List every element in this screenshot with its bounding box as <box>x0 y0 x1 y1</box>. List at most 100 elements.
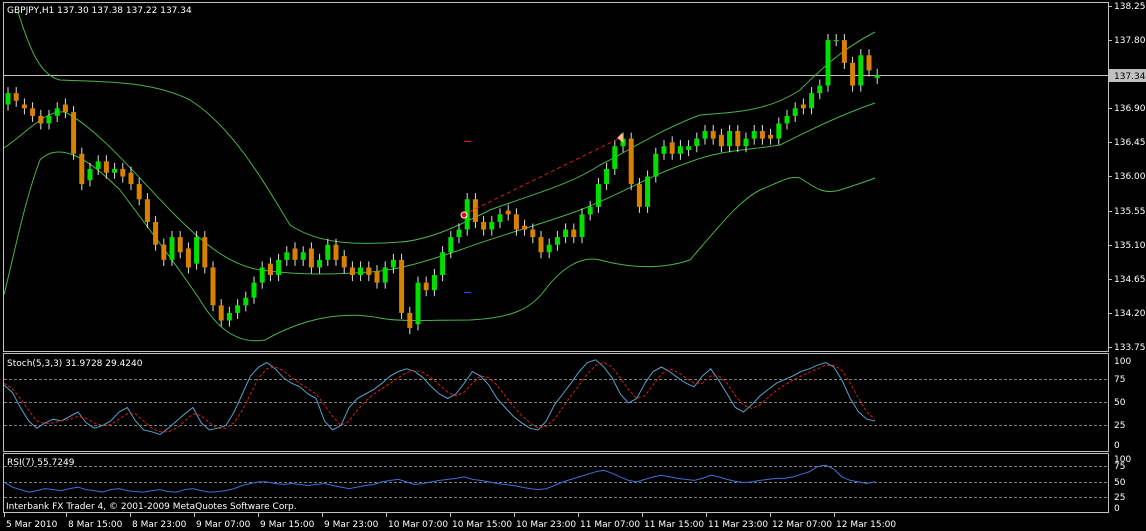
bear-candle <box>522 225 528 230</box>
bear-candle <box>636 184 642 207</box>
bull-candle <box>751 131 757 139</box>
bear-candle <box>530 229 536 238</box>
bear-candle <box>185 248 191 268</box>
bull-candle <box>497 214 503 222</box>
bull-candle <box>809 93 815 109</box>
time-label: 8 Mar 15:00 <box>68 520 123 530</box>
bear-candle <box>718 134 724 147</box>
time-label: 12 Mar 07:00 <box>772 520 832 530</box>
bear-candle <box>267 263 273 276</box>
bear-candle <box>571 229 577 238</box>
price-label-136.90: 136.90 <box>1114 104 1146 114</box>
bull-candle <box>169 237 175 260</box>
bear-candle <box>800 104 806 109</box>
bull-candle <box>653 153 659 177</box>
bull-candle <box>620 138 626 147</box>
trendline[interactable] <box>462 137 621 216</box>
bull-candle <box>226 312 232 321</box>
bull-candle <box>743 138 749 147</box>
bull-candle <box>5 93 11 105</box>
bull-candle <box>415 282 421 325</box>
bear-candle <box>407 312 413 329</box>
bear-candle <box>423 282 429 291</box>
bear-candle <box>866 55 872 71</box>
bear-candle <box>128 172 134 185</box>
time-label: 9 Mar 07:00 <box>196 520 251 530</box>
bollinger-lower-band <box>3 151 876 342</box>
bull-candle <box>825 40 831 86</box>
price-label-138.25: 138.25 <box>1114 2 1146 12</box>
bear-candle <box>21 104 27 109</box>
stoch-level-50: 50 <box>1114 398 1126 408</box>
bear-candle <box>710 131 716 139</box>
current-price-box <box>1109 69 1146 82</box>
stoch-panel-frame <box>3 353 1109 452</box>
stoch-level-75: 75 <box>1114 375 1125 385</box>
bear-candle <box>505 210 511 215</box>
bull-candle <box>817 85 823 94</box>
bear-candle <box>218 305 224 321</box>
time-label: 12 Mar 15:00 <box>836 520 896 530</box>
bear-candle <box>366 267 372 276</box>
bull-candle <box>874 74 880 78</box>
bull-candle <box>259 267 265 283</box>
bear-candle <box>79 153 85 185</box>
bull-candle <box>243 297 249 306</box>
bear-candle <box>513 214 519 230</box>
rsi-level-75: 75 <box>1114 462 1125 472</box>
bull-candle <box>382 267 388 283</box>
bear-candle <box>841 40 847 63</box>
bull-candle <box>612 146 618 169</box>
bear-candle <box>538 237 544 253</box>
bear-candle <box>38 115 44 124</box>
price-label-136.00: 136.00 <box>1114 172 1146 182</box>
bull-candle <box>587 206 593 215</box>
bull-candle <box>390 259 396 268</box>
price-label-135.55: 135.55 <box>1114 207 1146 217</box>
time-label: 11 Mar 23:00 <box>708 520 768 530</box>
bear-candle <box>768 134 774 139</box>
bear-candle <box>13 93 19 101</box>
bull-candle <box>456 229 462 238</box>
bull-candle <box>95 161 101 169</box>
time-label: 10 Mar 07:00 <box>388 520 448 530</box>
bull-candle <box>317 259 323 268</box>
price-label-136.45: 136.45 <box>1114 138 1146 148</box>
bull-candle <box>276 259 282 276</box>
bull-candle <box>694 138 700 147</box>
price-label-135.10: 135.10 <box>1114 241 1146 251</box>
bull-candle <box>546 244 552 253</box>
bear-candle <box>333 244 339 260</box>
bull-candle <box>833 40 839 42</box>
bull-candle <box>440 252 446 276</box>
time-label: 9 Mar 23:00 <box>324 520 379 530</box>
bull-candle <box>54 108 60 116</box>
bull-candle <box>87 168 93 181</box>
bull-candle <box>448 237 454 253</box>
price-label-134.65: 134.65 <box>1114 275 1146 285</box>
stoch-signal-line <box>3 361 876 433</box>
bull-candle <box>112 168 118 173</box>
bear-candle <box>161 244 167 260</box>
bull-candle <box>194 237 200 264</box>
bear-candle <box>481 221 487 230</box>
bull-candle <box>645 176 651 207</box>
bear-candle <box>341 256 347 268</box>
rsi-line <box>3 464 876 493</box>
bull-candle <box>727 131 733 147</box>
trendline-start-marker[interactable] <box>460 211 468 219</box>
time-label: 11 Mar 15:00 <box>644 520 704 530</box>
stoch-main-line <box>3 359 876 436</box>
bear-candle <box>399 259 405 313</box>
bull-candle <box>702 131 708 139</box>
rsi-header: RSI(7) 55.7249 <box>7 458 75 468</box>
stoch-level-0: 0 <box>1114 441 1120 451</box>
trendline-end-marker[interactable] <box>617 133 624 143</box>
bear-candle <box>292 248 298 260</box>
bear-candle <box>144 199 150 222</box>
bear-candle <box>103 161 109 173</box>
rsi-level-100: 100 <box>1114 455 1131 465</box>
bull-candle <box>563 229 569 238</box>
time-label: 9 Mar 15:00 <box>260 520 315 530</box>
